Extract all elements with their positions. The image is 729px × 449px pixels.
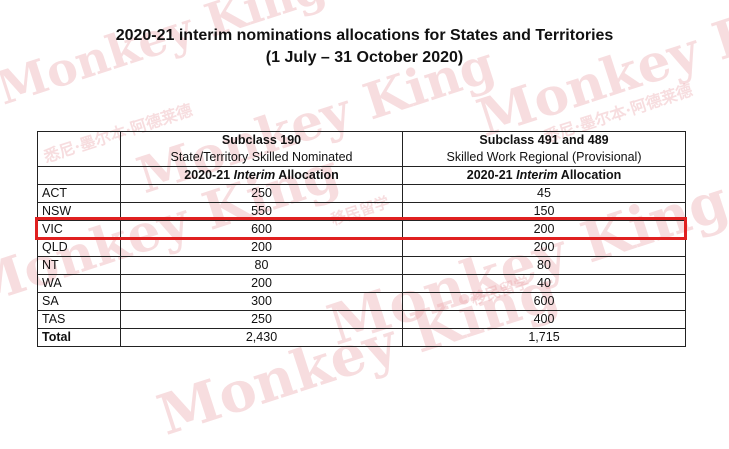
alloc-suffix: Allocation [557,168,622,182]
state-cell: TAS [37,310,121,329]
table-row: QLD 200 200 [37,238,686,257]
total-s190: 2,430 [120,328,403,347]
alloc-italic: Interim [516,168,558,182]
allocation-table: Subclass 190 State/Territory Skilled Nom… [37,131,686,347]
s491-cell: 400 [402,310,686,329]
s491-cell: 200 [402,220,686,239]
header-blank-cell [37,131,121,167]
state-cell: ACT [37,184,121,203]
subclass-190-title: Subclass 190 [221,133,302,147]
table-row: VIC 600 200 [37,220,686,239]
total-label: Total [37,328,121,347]
allocation-header-190: 2020-21 Interim Allocation [120,166,403,185]
s491-cell: 200 [402,238,686,257]
table-row: NT 80 80 [37,256,686,275]
s190-cell: 80 [120,256,403,275]
watermark: Monkey King [470,0,729,149]
subclass-491-desc: Skilled Work Regional (Provisional) [446,150,642,164]
state-cell: QLD [37,238,121,257]
page-title: 2020-21 interim nominations allocations … [115,27,614,44]
header-row: Subclass 190 State/Territory Skilled Nom… [37,131,686,167]
allocation-header-491: 2020-21 Interim Allocation [402,166,686,185]
allocation-subheader-row: 2020-21 Interim Allocation 2020-21 Inter… [37,166,686,185]
page-subtitle: (1 July – 31 October 2020) [265,49,464,66]
state-cell: NSW [37,202,121,221]
state-cell: NT [37,256,121,275]
s190-cell: 200 [120,238,403,257]
table-row: TAS 250 400 [37,310,686,329]
s491-cell: 150 [402,202,686,221]
header-subclass-491: Subclass 491 and 489 Skilled Work Region… [402,131,686,167]
alloc-prefix: 2020-21 [466,168,517,182]
s190-cell: 200 [120,274,403,293]
watermark-brand: Monkey King [470,0,729,150]
state-cell: SA [37,292,121,311]
total-row: Total 2,430 1,715 [37,328,686,347]
alloc-italic: Interim [233,168,276,182]
s190-cell: 550 [120,202,403,221]
s190-cell: 300 [120,292,403,311]
state-cell: WA [37,274,121,293]
alloc-prefix: 2020-21 [184,168,234,182]
table-row: WA 200 40 [37,274,686,293]
header-subclass-190: Subclass 190 State/Territory Skilled Nom… [120,131,403,167]
subclass-190-desc: State/Territory Skilled Nominated [170,150,353,164]
s491-cell: 45 [402,184,686,203]
s491-cell: 600 [402,292,686,311]
table-row: NSW 550 150 [37,202,686,221]
s491-cell: 40 [402,274,686,293]
s491-cell: 80 [402,256,686,275]
state-cell: VIC [37,220,121,239]
alloc-suffix: Allocation [275,168,339,182]
subheader-blank-cell [37,166,121,185]
total-s491: 1,715 [402,328,686,347]
subclass-491-title: Subclass 491 and 489 [479,133,609,147]
s190-cell: 250 [120,310,403,329]
table-row: ACT 250 45 [37,184,686,203]
s190-cell: 600 [120,220,403,239]
table-row: SA 300 600 [37,292,686,311]
s190-cell: 250 [120,184,403,203]
